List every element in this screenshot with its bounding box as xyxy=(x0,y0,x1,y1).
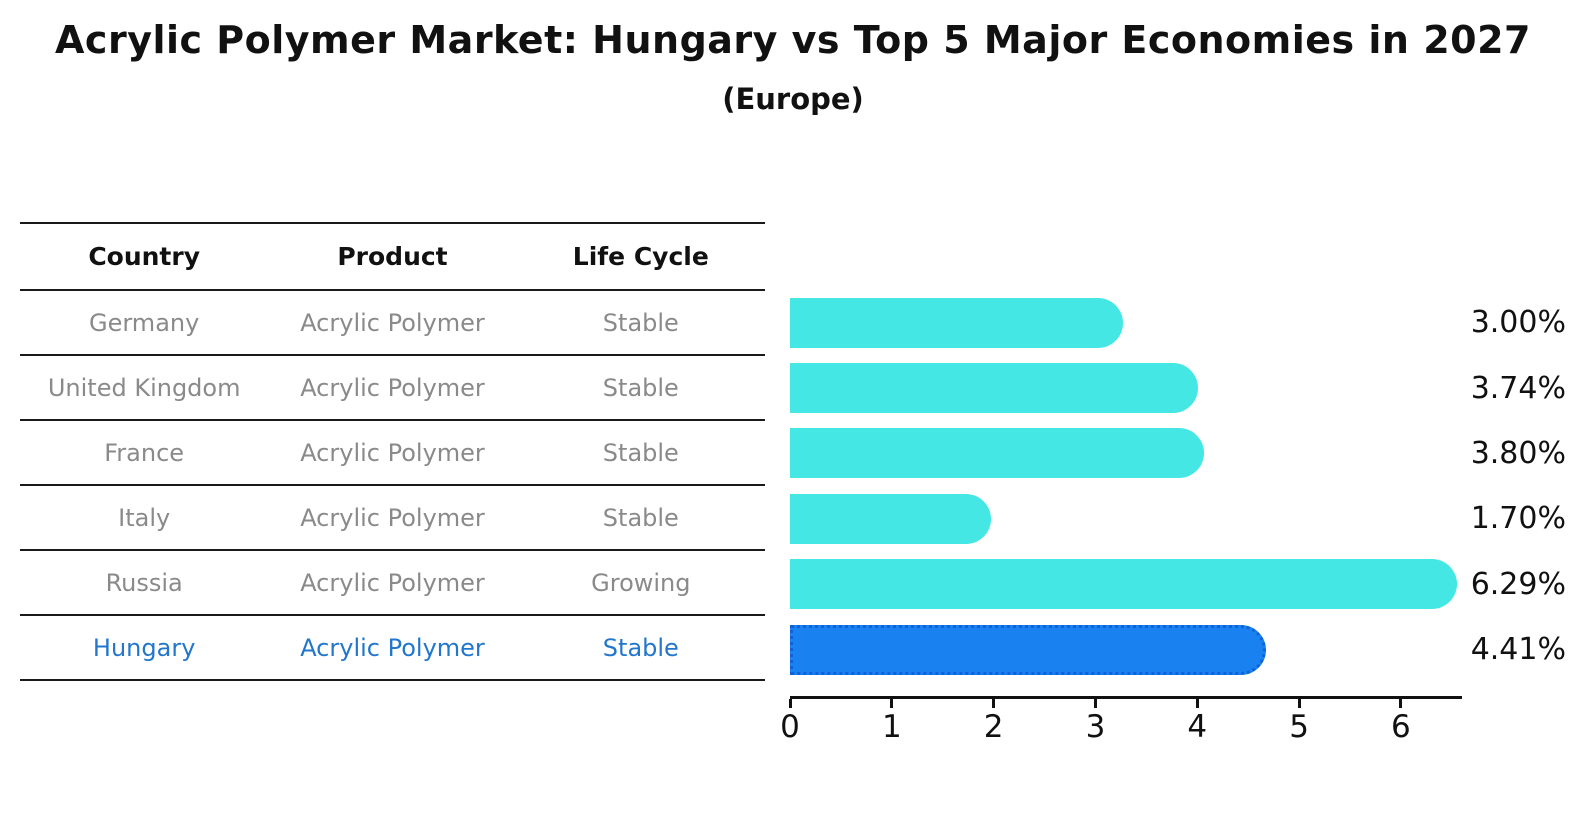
table-row-france: France Acrylic Polymer Stable xyxy=(20,421,765,486)
x-tick-label: 4 xyxy=(1187,709,1208,745)
bar-france xyxy=(790,428,1204,479)
x-tick-mark xyxy=(890,699,894,708)
bar-hungary-highlighted xyxy=(790,624,1266,675)
bar-russia xyxy=(790,559,1457,610)
x-tick-label: 5 xyxy=(1289,709,1309,745)
x-tick-label: 2 xyxy=(983,709,1004,745)
chart-title: Acrylic Polymer Market: Hungary vs Top 5… xyxy=(55,18,1531,62)
table-row-italy: Italy Acrylic Polymer Stable xyxy=(20,486,765,551)
bar-row-germany xyxy=(790,290,1460,355)
cell-life-cycle: Stable xyxy=(602,308,679,337)
value-label-russia: 6.29% xyxy=(1470,566,1566,602)
bar-row-russia xyxy=(790,552,1460,617)
bar-italy xyxy=(790,493,991,544)
table-row-united-kingdom: United Kingdom Acrylic Polymer Stable xyxy=(20,356,765,421)
cell-life-cycle: Stable xyxy=(602,633,679,662)
cell-life-cycle: Growing xyxy=(591,568,691,597)
x-tick-mark xyxy=(1093,699,1097,708)
cell-product: Acrylic Polymer xyxy=(300,438,485,467)
value-label-germany: 3.00% xyxy=(1470,305,1566,341)
table-row-russia: Russia Acrylic Polymer Growing xyxy=(20,551,765,616)
x-tick-mark xyxy=(992,699,996,708)
cell-country: Italy xyxy=(118,503,171,532)
cell-product: Acrylic Polymer xyxy=(300,308,485,337)
cell-country: Russia xyxy=(105,568,183,597)
x-tick-label: 6 xyxy=(1391,709,1411,745)
cell-product: Acrylic Polymer xyxy=(300,633,485,662)
cell-country: France xyxy=(104,438,185,467)
x-tick-mark xyxy=(1399,699,1403,708)
column-header-life-cycle: Life Cycle xyxy=(572,242,709,271)
bar-united-kingdom xyxy=(790,363,1198,414)
x-axis-line xyxy=(790,696,1462,699)
x-tick-label: 0 xyxy=(780,709,800,745)
cell-country: United Kingdom xyxy=(47,373,241,402)
bar-chart-area xyxy=(790,290,1460,682)
cell-product: Acrylic Polymer xyxy=(300,503,485,532)
cell-life-cycle: Stable xyxy=(602,503,679,532)
cell-country: Germany xyxy=(89,308,200,337)
x-tick-mark xyxy=(1195,699,1199,708)
bar-row-italy xyxy=(790,486,1460,551)
cell-product: Acrylic Polymer xyxy=(300,373,485,402)
chart-subtitle: (Europe) xyxy=(722,82,864,116)
table-row-germany: Germany Acrylic Polymer Stable xyxy=(20,291,765,356)
x-tick-label: 1 xyxy=(881,709,902,745)
value-label-hungary: 4.41% xyxy=(1470,632,1566,668)
table-header-row: Country Product Life Cycle xyxy=(20,224,765,291)
value-label-france: 3.80% xyxy=(1470,435,1566,471)
value-label-column: 3.00% 3.74% 3.80% 1.70% 6.29% 4.41% xyxy=(1440,290,1566,682)
cell-product: Acrylic Polymer xyxy=(300,568,485,597)
x-tick-mark xyxy=(788,699,792,708)
value-label-italy: 1.70% xyxy=(1470,501,1566,537)
x-tick-mark xyxy=(1297,699,1301,708)
cell-life-cycle: Stable xyxy=(602,438,679,467)
column-header-country: Country xyxy=(88,242,201,271)
cell-country: Hungary xyxy=(92,633,196,662)
country-table: Country Product Life Cycle Germany Acryl… xyxy=(20,222,765,681)
x-axis: 0 1 2 3 4 5 6 xyxy=(780,696,1462,746)
bar-row-france xyxy=(790,421,1460,486)
value-label-united-kingdom: 3.74% xyxy=(1470,370,1566,406)
bar-germany xyxy=(790,297,1123,348)
column-header-product: Product xyxy=(337,242,448,271)
x-tick-label: 3 xyxy=(1085,709,1106,745)
table-row-hungary: Hungary Acrylic Polymer Stable xyxy=(20,616,765,681)
cell-life-cycle: Stable xyxy=(602,373,679,402)
bar-row-hungary xyxy=(790,617,1460,682)
bar-row-united-kingdom xyxy=(790,355,1460,420)
